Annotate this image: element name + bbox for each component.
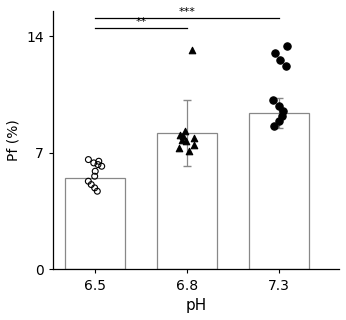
Bar <box>157 133 217 269</box>
Point <box>284 44 289 49</box>
Point <box>277 104 282 109</box>
Point <box>92 169 98 174</box>
Point <box>191 142 197 147</box>
Point <box>179 137 185 142</box>
Point <box>181 134 186 139</box>
Bar <box>249 113 309 269</box>
Point <box>272 124 277 129</box>
Point <box>281 109 286 114</box>
Point <box>191 135 197 140</box>
Point <box>95 162 101 167</box>
Point <box>85 179 91 184</box>
Point <box>277 57 283 62</box>
Y-axis label: Pf (%): Pf (%) <box>7 120 21 161</box>
Point <box>92 185 98 190</box>
Point <box>96 159 102 164</box>
Point <box>91 160 97 165</box>
Point <box>176 145 182 150</box>
Point <box>85 157 91 162</box>
Point <box>189 47 195 52</box>
Point <box>272 51 277 56</box>
Point <box>99 164 104 169</box>
Text: **: ** <box>135 17 146 27</box>
Point <box>177 132 182 137</box>
Point <box>94 189 100 194</box>
Point <box>186 149 191 154</box>
Point <box>183 139 189 144</box>
Bar <box>65 178 125 269</box>
X-axis label: pH: pH <box>185 298 207 313</box>
Point <box>270 97 276 102</box>
Point <box>92 174 98 179</box>
Point <box>276 119 281 124</box>
Point <box>279 114 285 119</box>
Point <box>89 182 94 187</box>
Point <box>283 64 289 69</box>
Point <box>182 129 188 134</box>
Text: ***: *** <box>179 7 195 17</box>
